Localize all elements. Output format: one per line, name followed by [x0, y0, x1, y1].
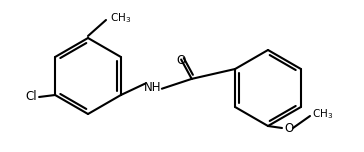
Text: CH$_3$: CH$_3$ — [312, 107, 333, 121]
Text: Cl: Cl — [25, 90, 37, 104]
Text: O: O — [284, 121, 293, 135]
Text: CH$_3$: CH$_3$ — [110, 11, 131, 25]
Text: O: O — [176, 54, 185, 67]
Text: NH: NH — [144, 81, 162, 94]
